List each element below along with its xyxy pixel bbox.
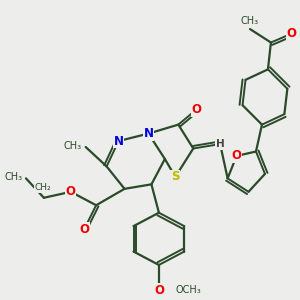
Text: O: O (191, 103, 201, 116)
Text: CH₃: CH₃ (63, 140, 81, 151)
Text: O: O (79, 223, 89, 236)
Text: O: O (66, 185, 76, 198)
Text: H: H (216, 139, 224, 149)
Text: N: N (114, 134, 124, 148)
Text: O: O (287, 27, 297, 40)
Text: O: O (154, 284, 164, 297)
Text: S: S (171, 170, 180, 183)
Text: CH₃: CH₃ (241, 16, 259, 26)
Text: O: O (232, 149, 242, 163)
Text: CH₃: CH₃ (5, 172, 23, 182)
Text: N: N (143, 127, 153, 140)
Text: OCH₃: OCH₃ (175, 285, 201, 295)
Text: CH₂: CH₂ (34, 183, 51, 192)
